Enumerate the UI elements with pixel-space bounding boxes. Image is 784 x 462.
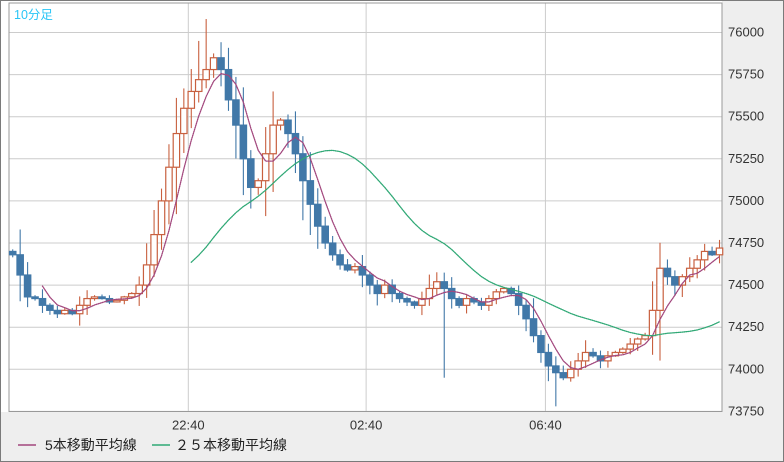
svg-text:02:40: 02:40: [350, 418, 383, 433]
svg-text:75500: 75500: [728, 109, 764, 124]
svg-text:73750: 73750: [728, 403, 764, 418]
svg-text:22:40: 22:40: [172, 418, 205, 433]
svg-text:5本移動平均線: 5本移動平均線: [45, 437, 137, 453]
svg-text:74750: 74750: [728, 235, 764, 250]
svg-text:74500: 74500: [728, 277, 764, 292]
svg-text:74000: 74000: [728, 361, 764, 376]
svg-text:10分足: 10分足: [14, 8, 53, 22]
svg-text:06:40: 06:40: [529, 418, 562, 433]
svg-text:２５本移動平均線: ２５本移動平均線: [175, 437, 287, 453]
svg-text:75250: 75250: [728, 151, 764, 166]
svg-text:74250: 74250: [728, 319, 764, 334]
svg-text:76000: 76000: [728, 25, 764, 40]
svg-text:75750: 75750: [728, 67, 764, 82]
svg-text:75000: 75000: [728, 193, 764, 208]
